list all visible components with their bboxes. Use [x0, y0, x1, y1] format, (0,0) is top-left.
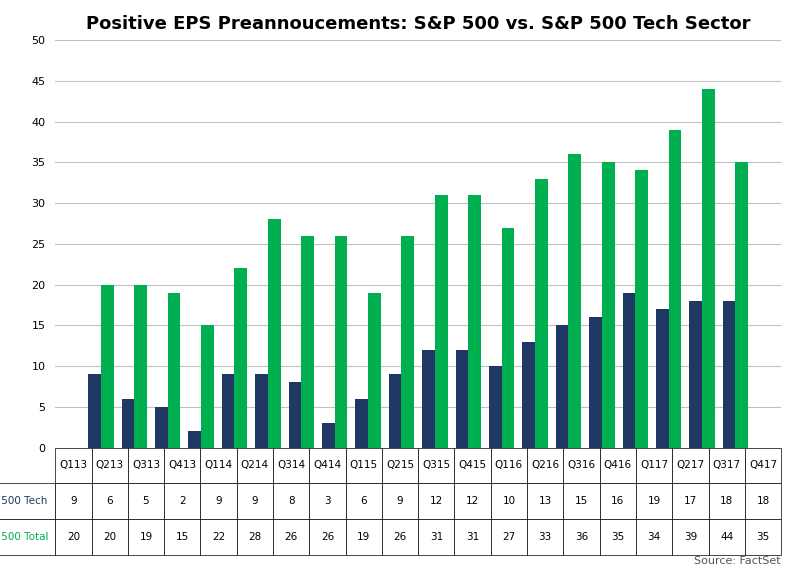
Bar [368, 293, 381, 447]
Bar [88, 374, 101, 447]
Bar [502, 228, 514, 447]
Bar [301, 236, 314, 447]
Bar [723, 301, 735, 447]
Bar [489, 366, 502, 447]
Text: Source: FactSet: Source: FactSet [694, 557, 781, 566]
Bar [268, 219, 281, 447]
Bar [289, 382, 301, 447]
Bar [155, 407, 168, 447]
Bar [201, 325, 214, 447]
Bar [222, 374, 234, 447]
Bar [101, 284, 114, 447]
Bar [690, 301, 702, 447]
Bar [322, 423, 335, 447]
Bar [355, 399, 368, 447]
Bar [623, 293, 635, 447]
Bar [335, 236, 347, 447]
Bar [702, 89, 715, 447]
Bar [555, 325, 568, 447]
Bar [589, 317, 602, 447]
Bar [189, 431, 201, 447]
Bar [134, 284, 147, 447]
Bar [735, 162, 748, 447]
Bar [635, 170, 648, 447]
Bar [168, 293, 181, 447]
Bar [402, 236, 414, 447]
Bar [668, 130, 682, 447]
Bar [455, 349, 468, 447]
Bar [535, 178, 548, 447]
Bar [255, 374, 268, 447]
Bar [602, 162, 615, 447]
Bar [234, 268, 247, 447]
Bar [468, 195, 481, 447]
Bar [422, 349, 435, 447]
Bar [656, 309, 668, 447]
Bar [389, 374, 402, 447]
Bar [568, 154, 581, 447]
Title: Positive EPS Preannoucements: S&P 500 vs. S&P 500 Tech Sector: Positive EPS Preannoucements: S&P 500 vs… [86, 15, 750, 33]
Bar [435, 195, 447, 447]
Bar [522, 341, 535, 447]
Bar [122, 399, 134, 447]
